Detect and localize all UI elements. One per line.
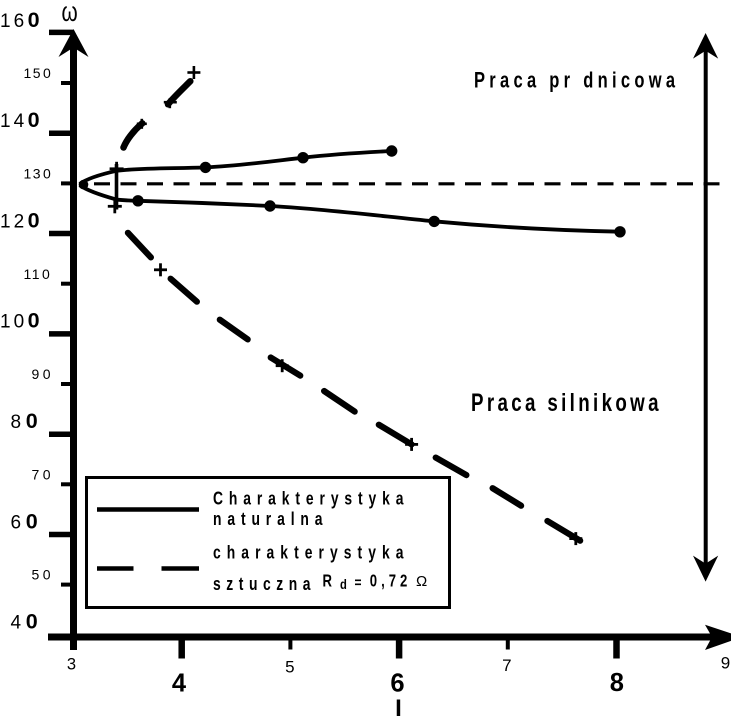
svg-text:7: 7	[502, 656, 511, 675]
svg-text:140: 140	[0, 108, 40, 132]
svg-text:60: 60	[11, 509, 38, 533]
svg-text:5: 5	[285, 658, 294, 677]
svg-text:Praca pr dnicowa: Praca pr dnicowa	[474, 68, 675, 93]
svg-text:Praca silnikowa: Praca silnikowa	[471, 388, 659, 416]
svg-text:=: =	[355, 574, 362, 591]
svg-text:80: 80	[11, 409, 38, 433]
svg-text:sztuczna: sztuczna	[213, 574, 311, 594]
svg-text:50: 50	[32, 567, 51, 583]
svg-text:100: 100	[0, 309, 40, 333]
svg-text:naturalna: naturalna	[213, 509, 323, 529]
svg-text:130: 130	[24, 166, 51, 182]
svg-text:Ω: Ω	[416, 573, 427, 590]
svg-text:120: 120	[0, 208, 40, 232]
svg-text:6: 6	[390, 670, 404, 698]
svg-text:ω: ω	[62, 0, 78, 28]
svg-text:70: 70	[32, 466, 51, 482]
svg-text:0,72: 0,72	[370, 572, 408, 591]
svg-text:90: 90	[32, 366, 51, 382]
svg-text:150: 150	[24, 65, 51, 81]
svg-text:3: 3	[67, 656, 76, 674]
svg-text:110: 110	[24, 266, 50, 282]
svg-text:Charakterystyka: Charakterystyka	[213, 489, 404, 509]
svg-text:I: I	[395, 695, 402, 722]
svg-text:9: 9	[721, 654, 730, 673]
svg-text:160: 160	[0, 8, 40, 32]
svg-text:R: R	[323, 572, 332, 591]
svg-text:8: 8	[610, 669, 624, 697]
svg-text:40: 40	[11, 610, 38, 634]
svg-text:charakterystyka: charakterystyka	[213, 542, 404, 562]
svg-text:d: d	[340, 577, 347, 592]
svg-text:4: 4	[172, 670, 187, 698]
